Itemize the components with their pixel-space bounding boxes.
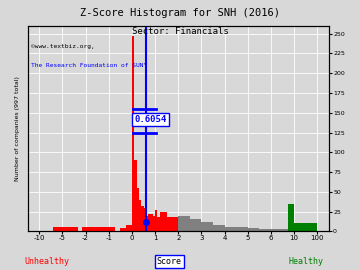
- Bar: [148, 214, 150, 231]
- Bar: [97, 227, 114, 231]
- Bar: [248, 228, 260, 231]
- Bar: [82, 227, 97, 231]
- Bar: [157, 217, 160, 231]
- Text: Score: Score: [157, 257, 182, 266]
- Bar: [153, 215, 155, 231]
- Bar: [144, 208, 146, 231]
- Y-axis label: Number of companies (997 total): Number of companies (997 total): [15, 76, 20, 181]
- Bar: [213, 225, 225, 231]
- Bar: [126, 225, 132, 231]
- Bar: [202, 222, 213, 231]
- Bar: [53, 227, 78, 231]
- Bar: [141, 206, 144, 231]
- Bar: [288, 204, 294, 231]
- Bar: [120, 228, 126, 231]
- Text: Unhealthy: Unhealthy: [24, 257, 69, 266]
- Text: Z-Score Histogram for SNH (2016): Z-Score Histogram for SNH (2016): [80, 8, 280, 18]
- Bar: [139, 200, 141, 231]
- Bar: [155, 210, 157, 231]
- Text: The Research Foundation of SUNY: The Research Foundation of SUNY: [31, 63, 147, 68]
- Bar: [134, 160, 136, 231]
- Text: Sector: Financials: Sector: Financials: [132, 27, 228, 36]
- Bar: [146, 215, 148, 231]
- Bar: [236, 227, 248, 231]
- Bar: [271, 229, 288, 231]
- Text: ©www.textbiz.org,: ©www.textbiz.org,: [31, 44, 94, 49]
- Text: Healthy: Healthy: [288, 257, 324, 266]
- Bar: [190, 220, 202, 231]
- Bar: [225, 227, 236, 231]
- Bar: [260, 229, 271, 231]
- Bar: [294, 224, 318, 231]
- Bar: [150, 214, 153, 231]
- Bar: [160, 212, 167, 231]
- Bar: [132, 36, 134, 231]
- Bar: [178, 215, 190, 231]
- Text: 0.6054: 0.6054: [134, 115, 167, 124]
- Bar: [136, 188, 139, 231]
- Bar: [167, 217, 178, 231]
